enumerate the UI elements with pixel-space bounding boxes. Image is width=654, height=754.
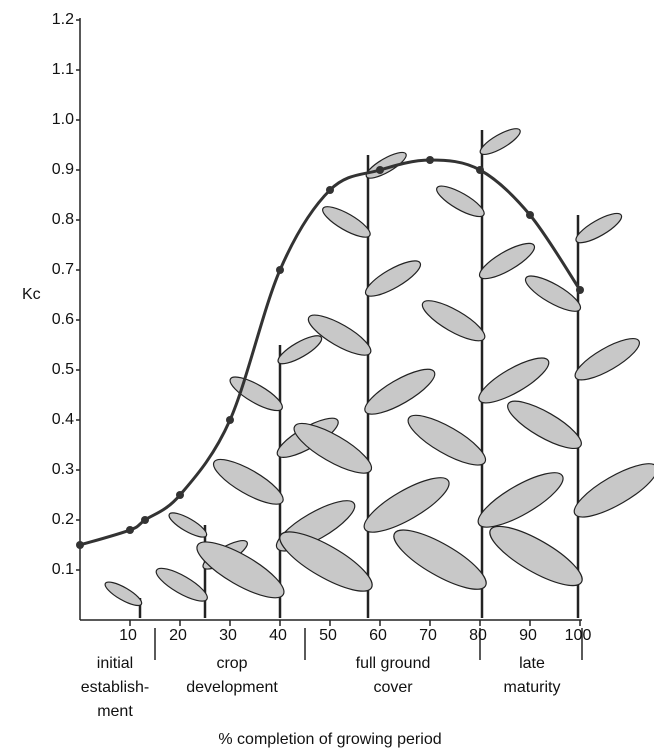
kc-point: [376, 166, 384, 174]
kc-point: [141, 516, 149, 524]
x-tick-label: 10: [119, 627, 137, 644]
x-tick-label: 90: [519, 627, 537, 644]
plant-leaf: [168, 512, 208, 538]
plant-leaf: [307, 314, 372, 356]
stage-label: ment: [97, 703, 133, 720]
x-tick-label: 50: [319, 627, 337, 644]
x-tick-label: 100: [565, 627, 592, 644]
kc-point: [176, 491, 184, 499]
plant-leaf: [322, 206, 371, 238]
y-tick-label: 0.4: [52, 411, 74, 428]
y-tick-label: 1.1: [52, 61, 74, 78]
kc-point: [576, 286, 584, 294]
x-tick-label: 80: [469, 627, 487, 644]
plant-leaf: [279, 531, 373, 592]
y-tick-label: 0.3: [52, 461, 74, 478]
plant-leaf: [407, 414, 487, 466]
x-tick-label: 60: [369, 627, 387, 644]
plant-leaf: [489, 525, 583, 587]
plant-leaf: [575, 212, 623, 244]
stage-label: full ground: [356, 655, 431, 672]
plant-illustrations: [104, 128, 654, 618]
plant-leaf: [574, 338, 640, 381]
plant-leaf: [479, 128, 521, 155]
kc-point: [526, 211, 534, 219]
y-tick-label: 0.9: [52, 161, 74, 178]
plant-leaf: [477, 472, 564, 528]
plant-leaf: [104, 581, 143, 607]
plant-leaf: [393, 529, 487, 590]
plant-leaf: [524, 275, 582, 312]
plant-leaf: [436, 185, 485, 218]
x-tick-label: 30: [219, 627, 237, 644]
y-axis-label: Kc: [22, 286, 41, 303]
x-tick-label: 20: [169, 627, 187, 644]
plant-leaf: [155, 567, 208, 602]
stage-label: development: [186, 679, 278, 696]
plant-leaf: [478, 242, 536, 280]
plant-leaf: [478, 357, 550, 404]
y-tick-label: 1.2: [52, 11, 74, 28]
plant-leaf: [293, 422, 373, 474]
x-axis-label: % completion of growing period: [218, 731, 441, 748]
y-tick-label: 0.2: [52, 511, 74, 528]
kc-point: [326, 186, 334, 194]
plant-leaf: [365, 151, 407, 179]
y-tick-label: 0.7: [52, 261, 74, 278]
x-tick-label: 40: [269, 627, 287, 644]
x-tick-label: 70: [419, 627, 437, 644]
plant-leaf: [364, 260, 422, 297]
y-tick-label: 0.6: [52, 311, 74, 328]
plant-leaf: [363, 477, 450, 533]
stage-label: initial: [97, 655, 133, 672]
stage-label: maturity: [504, 679, 561, 696]
kc-point: [276, 266, 284, 274]
plant-leaf: [196, 541, 285, 599]
y-tick-label: 0.1: [52, 561, 74, 578]
plant-leaf: [364, 368, 436, 415]
plant-leaf: [212, 458, 284, 505]
plant-leaf: [573, 463, 654, 518]
kc-point: [126, 526, 134, 534]
kc-point: [426, 156, 434, 164]
plant-leaf: [507, 400, 582, 449]
stage-label: cover: [373, 679, 413, 696]
plant-leaf: [277, 335, 323, 365]
plant-leaf: [421, 300, 486, 342]
stage-label: crop: [216, 655, 247, 672]
kc-point: [226, 416, 234, 424]
stage-label: late: [519, 655, 545, 672]
y-tick-label: 0.5: [52, 361, 74, 378]
stage-label: establish-: [81, 679, 149, 696]
kc-point: [76, 541, 84, 549]
y-tick-label: 0.8: [52, 211, 74, 228]
y-tick-label: 1.0: [52, 111, 74, 128]
kc-point: [476, 166, 484, 174]
